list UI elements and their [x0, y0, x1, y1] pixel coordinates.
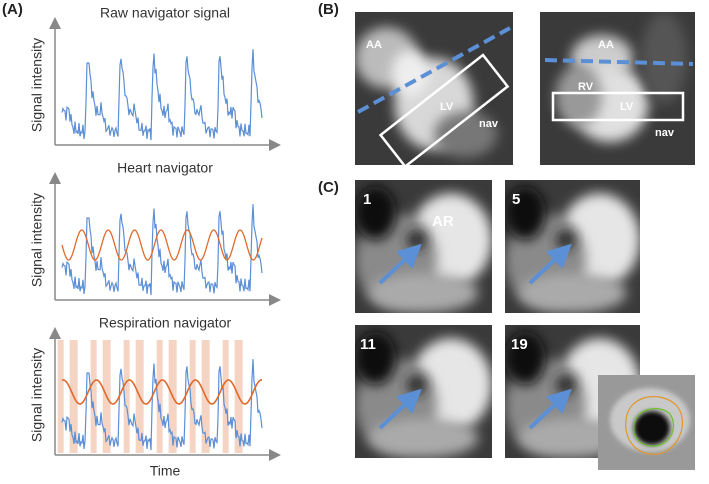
tissue	[355, 331, 397, 385]
resp-window	[90, 340, 97, 453]
heart-curve	[61, 229, 263, 261]
resp-window	[156, 340, 163, 453]
resp-curve	[61, 379, 263, 405]
contour-outer	[625, 396, 684, 455]
y-axis-label: Signal intensity	[29, 348, 45, 442]
tissue	[556, 230, 576, 250]
image-label: LV	[620, 101, 634, 113]
tissue	[505, 186, 546, 240]
arrow	[528, 388, 572, 430]
resp-window	[57, 340, 64, 453]
image-label: nav	[479, 118, 499, 130]
image-label: AA	[598, 39, 614, 51]
nav-box	[551, 91, 685, 122]
image-label: 1	[363, 191, 371, 208]
x-axis-label: Time	[150, 463, 181, 479]
plot-title: Respiration navigator	[99, 315, 232, 331]
resp-window	[123, 340, 130, 453]
arrow	[378, 243, 422, 285]
arrow	[528, 243, 572, 285]
image-label: 11	[360, 336, 376, 353]
image-label: 5	[512, 191, 520, 208]
plot-title: Heart navigator	[117, 160, 213, 176]
tissue	[391, 50, 430, 97]
tissue	[355, 186, 397, 240]
tissue	[518, 273, 627, 313]
nav-dash	[544, 58, 694, 66]
image-label: RV	[578, 81, 594, 93]
tissue	[640, 12, 688, 104]
signal-curve	[61, 49, 263, 141]
y-axis-label: Signal intensity	[29, 193, 45, 287]
plot-title: Raw navigator signal	[100, 5, 230, 21]
y-axis-label: Signal intensity	[29, 38, 45, 132]
tissue	[368, 273, 479, 313]
tissue	[434, 111, 498, 158]
image-content	[355, 186, 492, 313]
tissue	[407, 375, 427, 395]
image-label: LV	[440, 101, 454, 113]
image-label: 19	[511, 336, 528, 353]
tissue	[407, 230, 427, 250]
resp-window	[189, 340, 196, 453]
contour-inner	[633, 408, 675, 447]
image-content	[505, 186, 640, 313]
arrow	[378, 388, 422, 430]
nav-box	[378, 53, 510, 169]
image-label: AR	[432, 213, 454, 230]
tissue	[368, 418, 479, 458]
signal-curve	[61, 204, 263, 296]
signal-curve	[61, 359, 263, 451]
panel-label: (B)	[318, 1, 339, 18]
tissue	[556, 375, 576, 395]
nav-dash	[357, 26, 511, 114]
inset-dark	[634, 411, 670, 445]
tissue	[505, 331, 546, 385]
panel-label: (C)	[318, 179, 339, 196]
image-label: nav	[655, 127, 675, 139]
image-content	[555, 12, 688, 143]
panel-label: (A)	[2, 1, 23, 18]
image-label: AA	[366, 39, 382, 51]
resp-window	[222, 340, 229, 453]
tissue	[555, 65, 602, 127]
